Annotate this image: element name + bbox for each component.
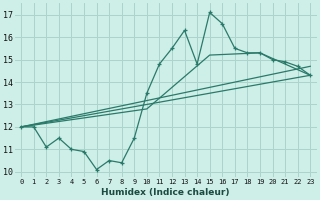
X-axis label: Humidex (Indice chaleur): Humidex (Indice chaleur): [101, 188, 230, 197]
